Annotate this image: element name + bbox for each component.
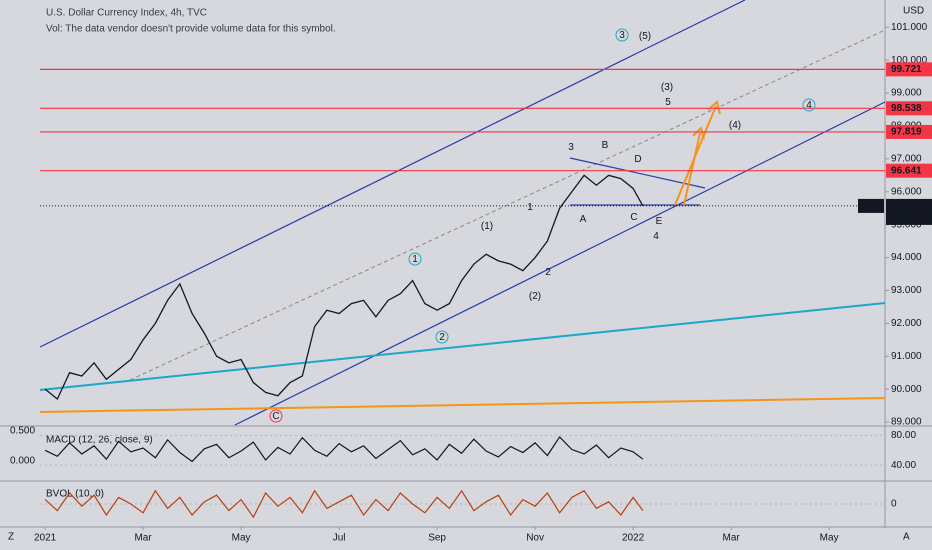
wave-label: 4 [806,100,812,111]
x-tick-label: 2021 [34,533,57,544]
channel-upper [39,0,746,348]
wave-label: (3) [661,82,673,93]
wave-label: 2 [439,332,445,343]
level-badge [886,62,932,77]
wave-label: E [656,216,663,227]
wave-label: 1 [527,202,533,213]
y-tick-label: 101.000 [891,22,928,33]
y-tick-label: 100.000 [891,55,928,66]
indicator-line [44,489,644,519]
wave-label: D [634,154,641,165]
level-label: 99.721 [891,64,922,75]
x-tick-label: Nov [526,533,544,544]
y-tick-label: 91.000 [891,351,922,362]
y-tick-label: 97.000 [891,154,922,165]
wave-label: 4 [653,231,659,242]
y-tick-label: 92.000 [891,318,922,329]
level-badge [886,101,932,116]
wave-label: 3 [568,142,574,153]
countdown: 03:05:23 [891,213,930,224]
level-badge [886,163,932,178]
y-tick-label: 93.000 [891,285,922,296]
wave-label: C [630,212,637,223]
channel-mid [129,29,886,381]
wave-label: (4) [729,120,741,131]
x-tick-label: Sep [428,533,446,544]
indicator-left-label: 0.000 [10,456,35,467]
x-tick-label: May [820,533,839,544]
last-price-label: 95.570 [891,201,922,212]
symbol-badge [858,198,884,213]
x-tick-label: Mar [723,533,741,544]
wave-label: 5 [665,97,671,108]
indicator-title: MACD (12, 26, close, 9) [46,435,153,446]
trendline [39,397,886,413]
wave-label: (1) [481,221,493,232]
price-line [44,174,644,401]
wave-circle [269,409,283,423]
last-price-badge [886,198,932,225]
wave-label: B [602,140,609,151]
indicator-left-label: 0.500 [10,426,35,437]
wave-circle [802,98,816,112]
level-badge [886,124,932,139]
indicator-title: BVOL (10, 0) [46,489,104,500]
y-tick-label: 94.000 [891,252,922,263]
wave-label: (2) [529,291,541,302]
indicator-tick-label: 0 [891,499,897,510]
triangle-line [569,157,706,189]
x-tick-label: May [232,533,251,544]
level-label: 96.641 [891,165,922,176]
zoom-button[interactable]: Z [8,532,14,543]
volume-note: Vol: The data vendor doesn't provide vol… [46,24,336,35]
indicator-tick-label: 40.00 [891,460,916,471]
level-label: 98.538 [891,103,922,114]
wave-label: (5) [639,31,651,42]
wave-label: C [272,411,279,422]
arrow [683,126,705,206]
level-label: 97.819 [891,127,922,138]
symbol-title: U.S. Dollar Currency Index, 4h, TVC [46,8,207,19]
wave-circle [408,252,422,266]
wave-circle [435,330,449,344]
currency: USD [903,6,924,17]
x-tick-label: 2022 [622,533,645,544]
indicator-line [44,435,644,463]
auto-scale-button[interactable]: A [903,532,910,543]
channel-lower [234,101,886,426]
y-tick-label: 90.000 [891,384,922,395]
trendline [39,302,886,391]
wave-circle [615,28,629,42]
indicator-tick-label: 80.00 [891,430,916,441]
y-tick-label: 96.000 [891,186,922,197]
wave-label: 1 [412,254,418,265]
y-tick-label: 99.000 [891,88,922,99]
y-tick-label: 89.000 [891,417,922,428]
wave-label: 2 [545,267,551,278]
x-tick-label: Jul [333,533,346,544]
x-tick-label: Mar [134,533,152,544]
wave-label: A [580,214,587,225]
symbol-label: DXY [861,201,882,212]
wave-label: 3 [619,30,625,41]
